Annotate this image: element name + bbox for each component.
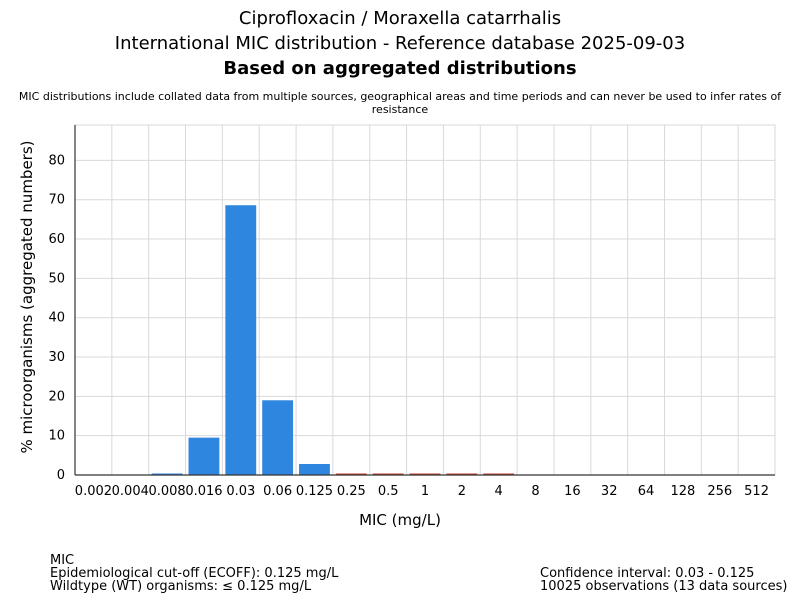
footer-mic-label: MIC (50, 553, 75, 568)
x-tick-label: 0.5 (378, 484, 399, 499)
x-tick-label: 1 (421, 484, 429, 499)
bar-2 (446, 473, 478, 475)
footer-left: MIC Epidemiological cut-off (ECOFF): 0.1… (50, 554, 338, 593)
x-tick-label: 2 (458, 484, 466, 499)
bar-0.016 (188, 437, 220, 475)
chart-subtitle-bold: Based on aggregated distributions (223, 58, 577, 79)
bar-0.06 (262, 400, 294, 475)
x-tick-label: 4 (495, 484, 503, 499)
chart-subtitle: International MIC distribution - Referen… (114, 33, 686, 54)
x-tick-label: 32 (601, 484, 618, 499)
x-tick-label: 0.008 (148, 484, 185, 499)
x-tick-label: 64 (638, 484, 655, 499)
x-tick-label: 16 (564, 484, 581, 499)
axis-layer: 0 10 20 30 40 50 60 70 80 0.002 0.004 0.008 0.016 0.0… (48, 125, 775, 499)
y-tick-label: 20 (48, 389, 65, 404)
plot-frame (74, 124, 776, 476)
bar-layer (151, 205, 515, 475)
x-tick-label: 0.06 (263, 484, 292, 499)
footer-ecoff: Epidemiological cut-off (ECOFF): 0.125 m… (50, 566, 339, 581)
y-axis-label: % microorganisms (aggregated numbers) (18, 140, 36, 453)
x-tick-label: 0.25 (337, 484, 366, 499)
bar-1 (409, 473, 441, 475)
x-tick-label: 0.002 (75, 484, 112, 499)
bar-0.125 (299, 463, 330, 475)
y-tick-label: 50 (48, 271, 65, 286)
y-tick-label: 10 (48, 429, 65, 444)
disclaimer-note: MIC distributions include collated data … (18, 90, 782, 116)
y-tick-label: 70 (48, 193, 65, 208)
x-tick-label: 8 (531, 484, 539, 499)
x-axis-label: MIC (mg/L) (359, 511, 441, 529)
chart-title: Ciprofloxacin / Moraxella catarrhalis (238, 8, 562, 29)
footer-wildtype: Wildtype (WT) organisms: ≤ 0.125 mg/L (50, 579, 312, 594)
bar-0.03 (225, 205, 257, 475)
x-tick-label: 0.004 (112, 484, 149, 499)
x-tick-label: 256 (707, 484, 732, 499)
grid-layer (74, 124, 776, 476)
x-tick-label: 0.125 (296, 484, 333, 499)
bar-4 (483, 473, 515, 475)
x-tick-label: 0.016 (185, 484, 222, 499)
y-tick-label: 80 (48, 153, 65, 168)
x-tick-label: 128 (670, 484, 695, 499)
y-tick-label: 0 (57, 468, 65, 483)
y-tick-label: 40 (48, 311, 65, 326)
footer-confidence-interval: Confidence interval: 0.03 - 0.125 (540, 566, 755, 581)
footer-right: Confidence interval: 0.03 - 0.125 10025 … (540, 567, 787, 593)
x-tick-label: 512 (744, 484, 769, 499)
bar-0.008 (151, 473, 183, 475)
x-tick-label: 0.03 (226, 484, 255, 499)
y-tick-label: 60 (48, 232, 65, 247)
bar-0.25 (335, 473, 367, 475)
footer-observations: 10025 observations (13 data sources) (540, 579, 788, 594)
bar-0.5 (372, 473, 404, 475)
y-tick-label: 30 (48, 350, 65, 365)
